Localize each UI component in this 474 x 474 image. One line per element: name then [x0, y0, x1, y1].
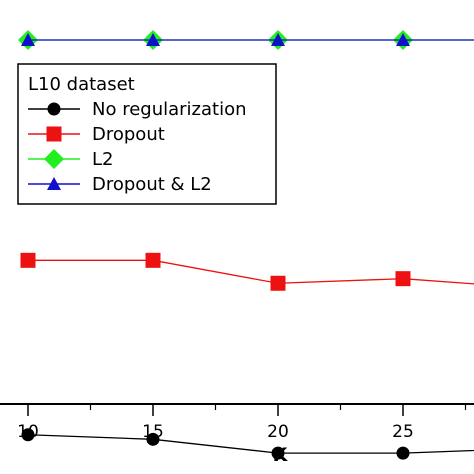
legend-title: L10 dataset — [28, 74, 135, 95]
legend-label-1: Dropout — [92, 124, 165, 145]
x-tick-label-3: 25 — [392, 422, 414, 442]
x-tick-label-2: 20 — [267, 422, 289, 442]
legend-marker-0 — [47, 102, 61, 116]
data-point-1-0 — [20, 252, 36, 268]
x-tick-label-1: 15 — [142, 422, 164, 442]
data-point-3-0 — [21, 33, 35, 46]
data-point-3-1 — [146, 33, 160, 46]
legend-marker-3 — [47, 177, 61, 190]
legend-entries: No regularization Dropout L2 Dropout & L2 — [28, 99, 247, 195]
data-point-3-3 — [396, 33, 410, 46]
data-point-0-1 — [146, 432, 160, 446]
data-point-1-1 — [145, 252, 161, 268]
legend: L10 dataset No regularization Dropout L2 Dr… — [17, 63, 277, 205]
data-point-0-2 — [271, 446, 285, 460]
data-point-0-3 — [396, 446, 410, 460]
x-axis-label: K — [273, 444, 289, 466]
legend-label-3: Dropout & L2 — [92, 174, 212, 195]
series-layer — [18, 30, 474, 460]
x-tick-label-0: 10 — [17, 422, 39, 442]
legend-marker-2 — [44, 149, 64, 169]
legend-marker-1 — [46, 126, 62, 142]
data-point-1-3 — [395, 271, 411, 287]
x-tick-labels: 10 15 20 25 — [17, 404, 467, 442]
data-point-0-0 — [21, 428, 35, 442]
legend-box — [17, 63, 277, 205]
legend-label-2: L2 — [92, 149, 113, 170]
data-point-3-2 — [271, 33, 285, 46]
data-point-1-2 — [270, 275, 286, 291]
legend-label-0: No regularization — [92, 99, 247, 120]
